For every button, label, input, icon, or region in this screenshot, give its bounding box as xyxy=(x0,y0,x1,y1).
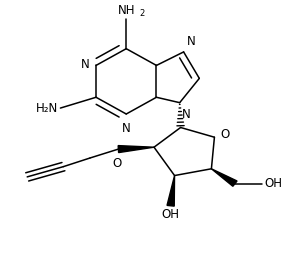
Text: H₂N: H₂N xyxy=(36,102,58,114)
Text: OH: OH xyxy=(264,177,282,190)
Text: O: O xyxy=(113,157,122,170)
Polygon shape xyxy=(118,146,154,153)
Text: 2: 2 xyxy=(139,9,144,18)
Text: NH: NH xyxy=(117,4,135,17)
Polygon shape xyxy=(167,176,175,206)
Text: N: N xyxy=(187,35,195,48)
Text: O: O xyxy=(220,128,230,141)
Text: N: N xyxy=(81,58,90,71)
Text: N: N xyxy=(122,122,130,135)
Polygon shape xyxy=(211,169,237,186)
Text: N: N xyxy=(182,107,191,120)
Text: OH: OH xyxy=(162,208,180,221)
